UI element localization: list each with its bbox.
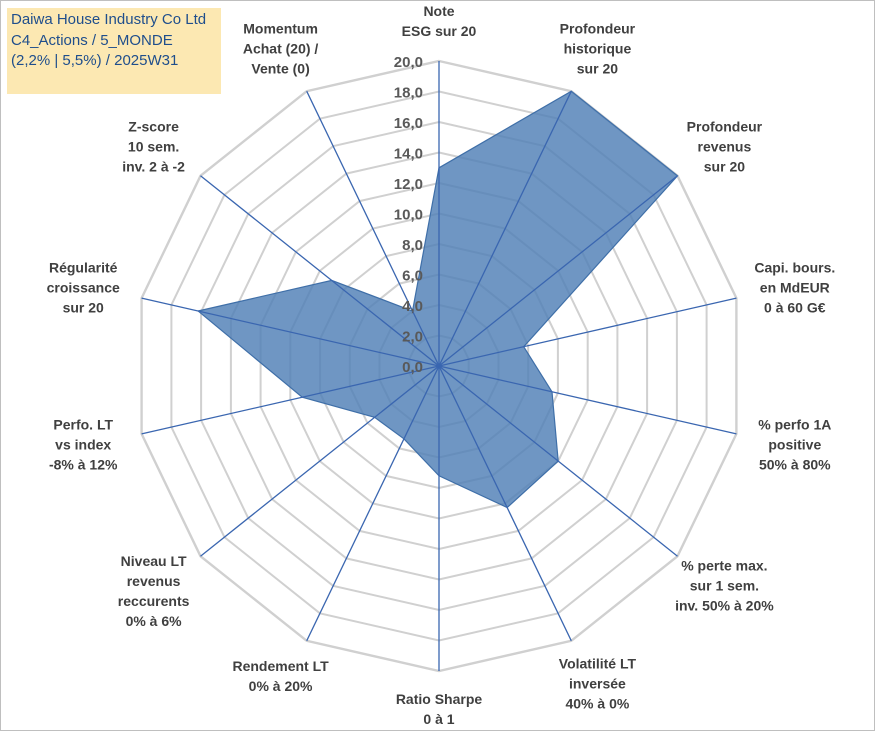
axis-label-line: % perte max.: [681, 558, 767, 574]
axis-label-line: sur 20: [63, 300, 104, 316]
tick-label: 8,0: [402, 237, 423, 254]
axis-label-line: Profondeur: [687, 118, 763, 134]
axis-label-line: sur 1 sem.: [690, 578, 759, 594]
axis-label-line: historique: [564, 41, 632, 57]
axis-spoke: [438, 365, 737, 435]
axis-label-line: Momentum: [243, 21, 318, 37]
axis-label: Capi. bours. en MdEUR 0 à 60 G€: [754, 260, 835, 316]
axis-label-line: sur 20: [704, 158, 745, 174]
info-box: Daiwa House Industry Co Ltd C4_Actions /…: [7, 8, 221, 94]
axis-spoke: [141, 297, 440, 367]
axis-label-line: 10 sem.: [128, 138, 179, 154]
axis-label: Profondeur historique sur 20: [560, 21, 636, 77]
tick-label: 20,0: [394, 54, 423, 71]
axis-label-line: croissance: [47, 280, 120, 296]
axis-spoke: [200, 365, 440, 557]
axis-label-line: Ratio Sharpe: [396, 691, 483, 707]
axis-label-line: positive: [768, 436, 821, 452]
spoke-layer: [141, 61, 737, 671]
axis-label-line: Rendement LT: [232, 658, 329, 674]
axis-label-line: 0 à 1: [423, 711, 454, 727]
category-label: C4_Actions / 5_MONDE: [11, 31, 173, 49]
axis-label-line: vs index: [55, 436, 111, 452]
axis-label-line: ESG sur 20: [402, 23, 477, 39]
tick-label: 2,0: [402, 329, 423, 346]
axis-label-line: reccurents: [118, 593, 190, 609]
axis-spoke: [306, 90, 440, 367]
axis-label: % perte max. sur 1 sem. inv. 50% à 20%: [675, 558, 774, 614]
axis-label-line: 50% à 80%: [759, 456, 831, 472]
axis-label-line: revenus: [698, 138, 752, 154]
axis-label: Volatilité LT inversée 40% à 0%: [559, 655, 637, 711]
axis-label-line: Z-score: [128, 118, 179, 134]
axis-label: Ratio Sharpe 0 à 1: [396, 691, 483, 727]
tick-label: 0,0: [402, 359, 423, 376]
axis-label-line: revenus: [127, 573, 181, 589]
tick-label: 14,0: [394, 146, 423, 163]
axis-spoke: [438, 365, 678, 557]
axis-label: Note ESG sur 20: [402, 3, 477, 39]
axis-label: Z-score 10 sem. inv. 2 à -2: [122, 118, 185, 174]
axis-labels: Note ESG sur 20 Profondeur historique sur 20…: [47, 3, 836, 727]
axis-label-line: 0 à 60 G€: [764, 300, 826, 316]
axis-label: Momentum Achat (20) / Vente (0): [243, 21, 319, 77]
axis-label-line: -8% à 12%: [49, 456, 118, 472]
axis-label-line: inv. 50% à 20%: [675, 598, 774, 614]
axis-label-line: Volatilité LT: [559, 655, 637, 671]
axis-label: Rendement LT 0% à 20%: [232, 658, 329, 694]
tick-label: 16,0: [394, 115, 423, 132]
axis-spoke: [438, 175, 678, 367]
axis-label-line: Régularité: [49, 260, 118, 276]
axis-label-line: Vente (0): [251, 61, 309, 77]
company-name: Daiwa House Industry Co Ltd: [11, 11, 207, 28]
axis-label-line: Perfo. LT: [53, 416, 113, 432]
axis-label-line: Niveau LT: [121, 553, 187, 569]
axis-spoke: [438, 365, 572, 642]
period-label: (2,2% | 5,5%) / 2025W31: [11, 52, 179, 69]
axis-label-line: inversée: [569, 675, 626, 691]
axis-label-line: 40% à 0%: [565, 695, 629, 711]
axis-label-line: 0% à 20%: [249, 678, 313, 694]
axis-label-line: % perfo 1A: [758, 416, 831, 432]
axis-label-line: en MdEUR: [760, 280, 830, 296]
axis-spoke: [306, 365, 440, 642]
tick-label: 18,0: [394, 85, 423, 102]
axis-label-line: sur 20: [577, 61, 618, 77]
axis-label-line: Achat (20) /: [243, 41, 319, 57]
axis-label: Niveau LT revenus reccurents 0% à 6%: [118, 553, 190, 629]
axis-label-line: Profondeur: [560, 21, 636, 37]
axis-spoke: [438, 90, 572, 367]
axis-label: Régularité croissance sur 20: [47, 260, 120, 316]
tick-label: 4,0: [402, 298, 423, 315]
axis-label: Profondeur revenus sur 20: [687, 118, 763, 174]
axis-label: Perfo. LT vs index -8% à 12%: [49, 416, 118, 472]
axis-spoke: [200, 175, 440, 367]
axis-label-line: inv. 2 à -2: [122, 158, 185, 174]
axis-spoke: [141, 365, 440, 435]
tick-label: 12,0: [394, 176, 423, 193]
tick-label: 6,0: [402, 268, 423, 285]
axis-label-line: 0% à 6%: [126, 613, 183, 629]
axis-spoke: [438, 297, 737, 367]
tick-labels: 0,0 2,0 4,0 6,0 8,0 10,0 12,0 14,0 16,0 18,0 20,0: [394, 54, 423, 376]
tick-label: 10,0: [394, 207, 423, 224]
axis-label-line: Note: [423, 3, 454, 19]
axis-label: % perfo 1A positive 50% à 80%: [758, 416, 831, 472]
axis-label-line: Capi. bours.: [754, 260, 835, 276]
